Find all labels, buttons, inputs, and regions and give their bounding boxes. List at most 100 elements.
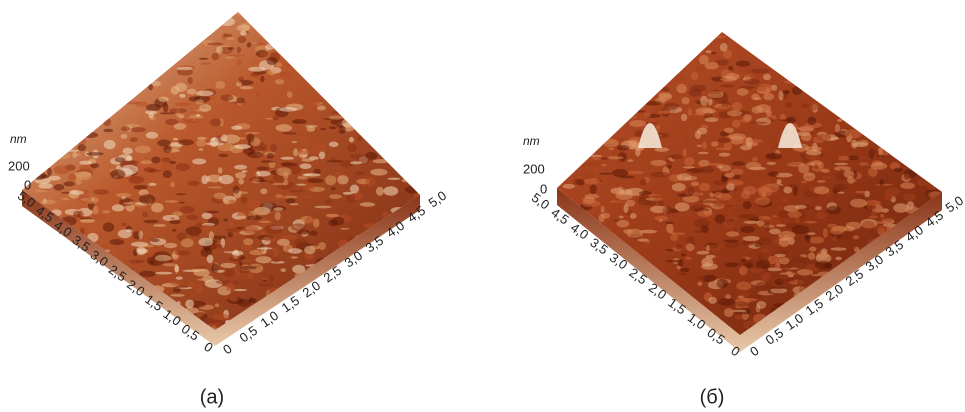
texture-spot	[240, 266, 256, 270]
texture-spot	[809, 247, 816, 252]
texture-spot	[666, 223, 673, 233]
texture-spot	[815, 206, 822, 210]
texture-spot	[173, 138, 178, 140]
texture-spot	[761, 272, 770, 282]
texture-spot	[200, 62, 211, 65]
texture-spot	[793, 186, 798, 196]
texture-spot	[752, 157, 758, 162]
texture-spot	[354, 172, 365, 176]
texture-spot	[340, 228, 349, 230]
texture-spot	[304, 173, 321, 176]
texture-spot	[47, 168, 52, 176]
texture-spot	[123, 148, 133, 155]
texture-spot	[331, 187, 336, 190]
texture-spot	[775, 254, 786, 257]
texture-spot	[280, 268, 286, 272]
texture-spot	[736, 226, 741, 233]
texture-spot	[35, 190, 49, 193]
texture-spot	[215, 81, 225, 89]
texture-spot	[644, 101, 662, 105]
texture-spot	[687, 236, 696, 243]
texture-spot	[234, 144, 251, 149]
texture-spot	[681, 253, 686, 256]
texture-spot	[169, 108, 187, 113]
texture-spot	[179, 202, 185, 204]
texture-spot	[601, 205, 605, 212]
texture-spot	[619, 216, 624, 219]
texture-spot	[178, 139, 194, 145]
texture-spot	[134, 185, 148, 190]
texture-spot	[233, 281, 239, 285]
texture-spot	[215, 303, 220, 307]
texture-spot	[699, 55, 709, 65]
texture-spot	[139, 194, 155, 204]
texture-spot	[329, 142, 339, 148]
texture-spot	[607, 156, 623, 159]
texture-spot	[175, 251, 190, 256]
texture-spot	[170, 294, 184, 297]
texture-spot	[879, 180, 883, 186]
texture-spot	[216, 47, 223, 54]
texture-spot	[330, 158, 335, 160]
texture-spot	[705, 117, 719, 122]
texture-spot	[671, 74, 683, 82]
texture-spot	[807, 117, 816, 125]
texture-spot	[207, 43, 224, 46]
texture-spot	[291, 256, 298, 258]
texture-spot	[706, 50, 712, 53]
texture-spot	[199, 58, 209, 60]
texture-spot	[852, 142, 868, 147]
texture-spot	[762, 249, 770, 252]
texture-spot	[247, 42, 251, 47]
texture-spot	[830, 247, 846, 250]
texture-spot	[699, 183, 710, 191]
texture-spot	[262, 280, 268, 282]
texture-spot	[181, 238, 194, 247]
texture-spot	[118, 229, 132, 238]
texture-spot	[743, 236, 760, 241]
texture-spot	[247, 133, 255, 142]
texture-spot	[157, 140, 171, 147]
texture-spot	[662, 180, 672, 189]
texture-spot	[122, 202, 135, 206]
texture-spot	[228, 47, 234, 50]
texture-spot	[259, 221, 271, 223]
texture-spot	[269, 181, 274, 184]
texture-spot	[732, 310, 746, 313]
texture-spot	[666, 260, 683, 262]
texture-spot	[61, 198, 70, 200]
texture-spot	[148, 84, 153, 90]
texture-spot	[745, 295, 762, 298]
texture-spot	[802, 103, 810, 108]
texture-spot	[243, 238, 253, 245]
texture-spot	[806, 150, 822, 155]
texture-spot	[165, 200, 178, 202]
texture-spot	[710, 77, 723, 79]
texture-spot	[714, 192, 722, 198]
texture-spot	[732, 102, 743, 111]
texture-spot	[724, 173, 735, 178]
texture-spot	[210, 137, 218, 147]
texture-spot	[131, 242, 149, 247]
texture-spot	[170, 217, 175, 219]
texture-spot	[54, 184, 65, 191]
texture-spot	[109, 239, 124, 245]
texture-spot	[670, 155, 683, 160]
texture-spot	[675, 202, 690, 211]
texture-spot	[276, 124, 293, 131]
texture-spot	[682, 138, 696, 144]
texture-spot	[259, 283, 275, 287]
texture-spot	[212, 53, 220, 60]
texture-spot	[218, 154, 228, 157]
texture-spot	[273, 259, 280, 263]
texture-spot	[237, 216, 247, 219]
texture-spot	[817, 180, 826, 183]
texture-spot	[121, 161, 139, 164]
texture-spot	[240, 86, 253, 89]
texture-spot	[210, 244, 223, 249]
texture-spot	[646, 154, 657, 159]
texture-spot	[213, 314, 230, 320]
texture-spot	[282, 132, 297, 134]
texture-spot	[827, 206, 841, 214]
texture-spot	[795, 205, 807, 209]
